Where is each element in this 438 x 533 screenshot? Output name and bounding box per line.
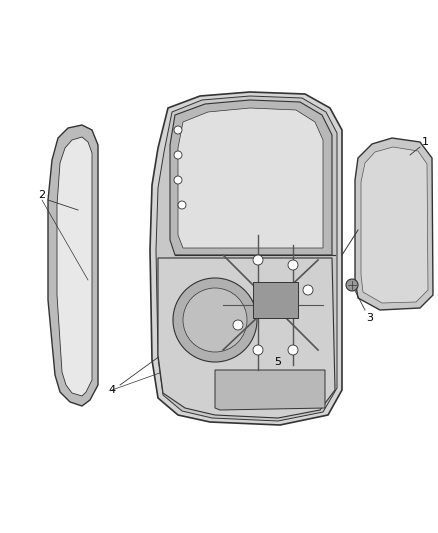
Circle shape xyxy=(174,126,182,134)
Circle shape xyxy=(288,260,298,270)
Polygon shape xyxy=(156,96,337,421)
Text: 4: 4 xyxy=(109,385,116,395)
Circle shape xyxy=(253,345,263,355)
Circle shape xyxy=(288,345,298,355)
Polygon shape xyxy=(361,147,428,303)
Text: 1: 1 xyxy=(422,137,429,147)
Polygon shape xyxy=(158,258,335,418)
Circle shape xyxy=(173,278,257,362)
Text: 3: 3 xyxy=(367,313,374,323)
Polygon shape xyxy=(48,125,98,406)
Polygon shape xyxy=(355,138,433,310)
Polygon shape xyxy=(215,370,325,410)
Polygon shape xyxy=(150,92,342,425)
Text: 5: 5 xyxy=(275,357,282,367)
Circle shape xyxy=(346,279,358,291)
Circle shape xyxy=(174,176,182,184)
Polygon shape xyxy=(253,282,298,318)
Polygon shape xyxy=(57,137,92,396)
Polygon shape xyxy=(170,100,332,255)
Polygon shape xyxy=(178,108,323,248)
Circle shape xyxy=(178,201,186,209)
Circle shape xyxy=(174,151,182,159)
Text: 2: 2 xyxy=(39,190,46,200)
Circle shape xyxy=(233,320,243,330)
Circle shape xyxy=(303,285,313,295)
Circle shape xyxy=(183,288,247,352)
Circle shape xyxy=(253,255,263,265)
